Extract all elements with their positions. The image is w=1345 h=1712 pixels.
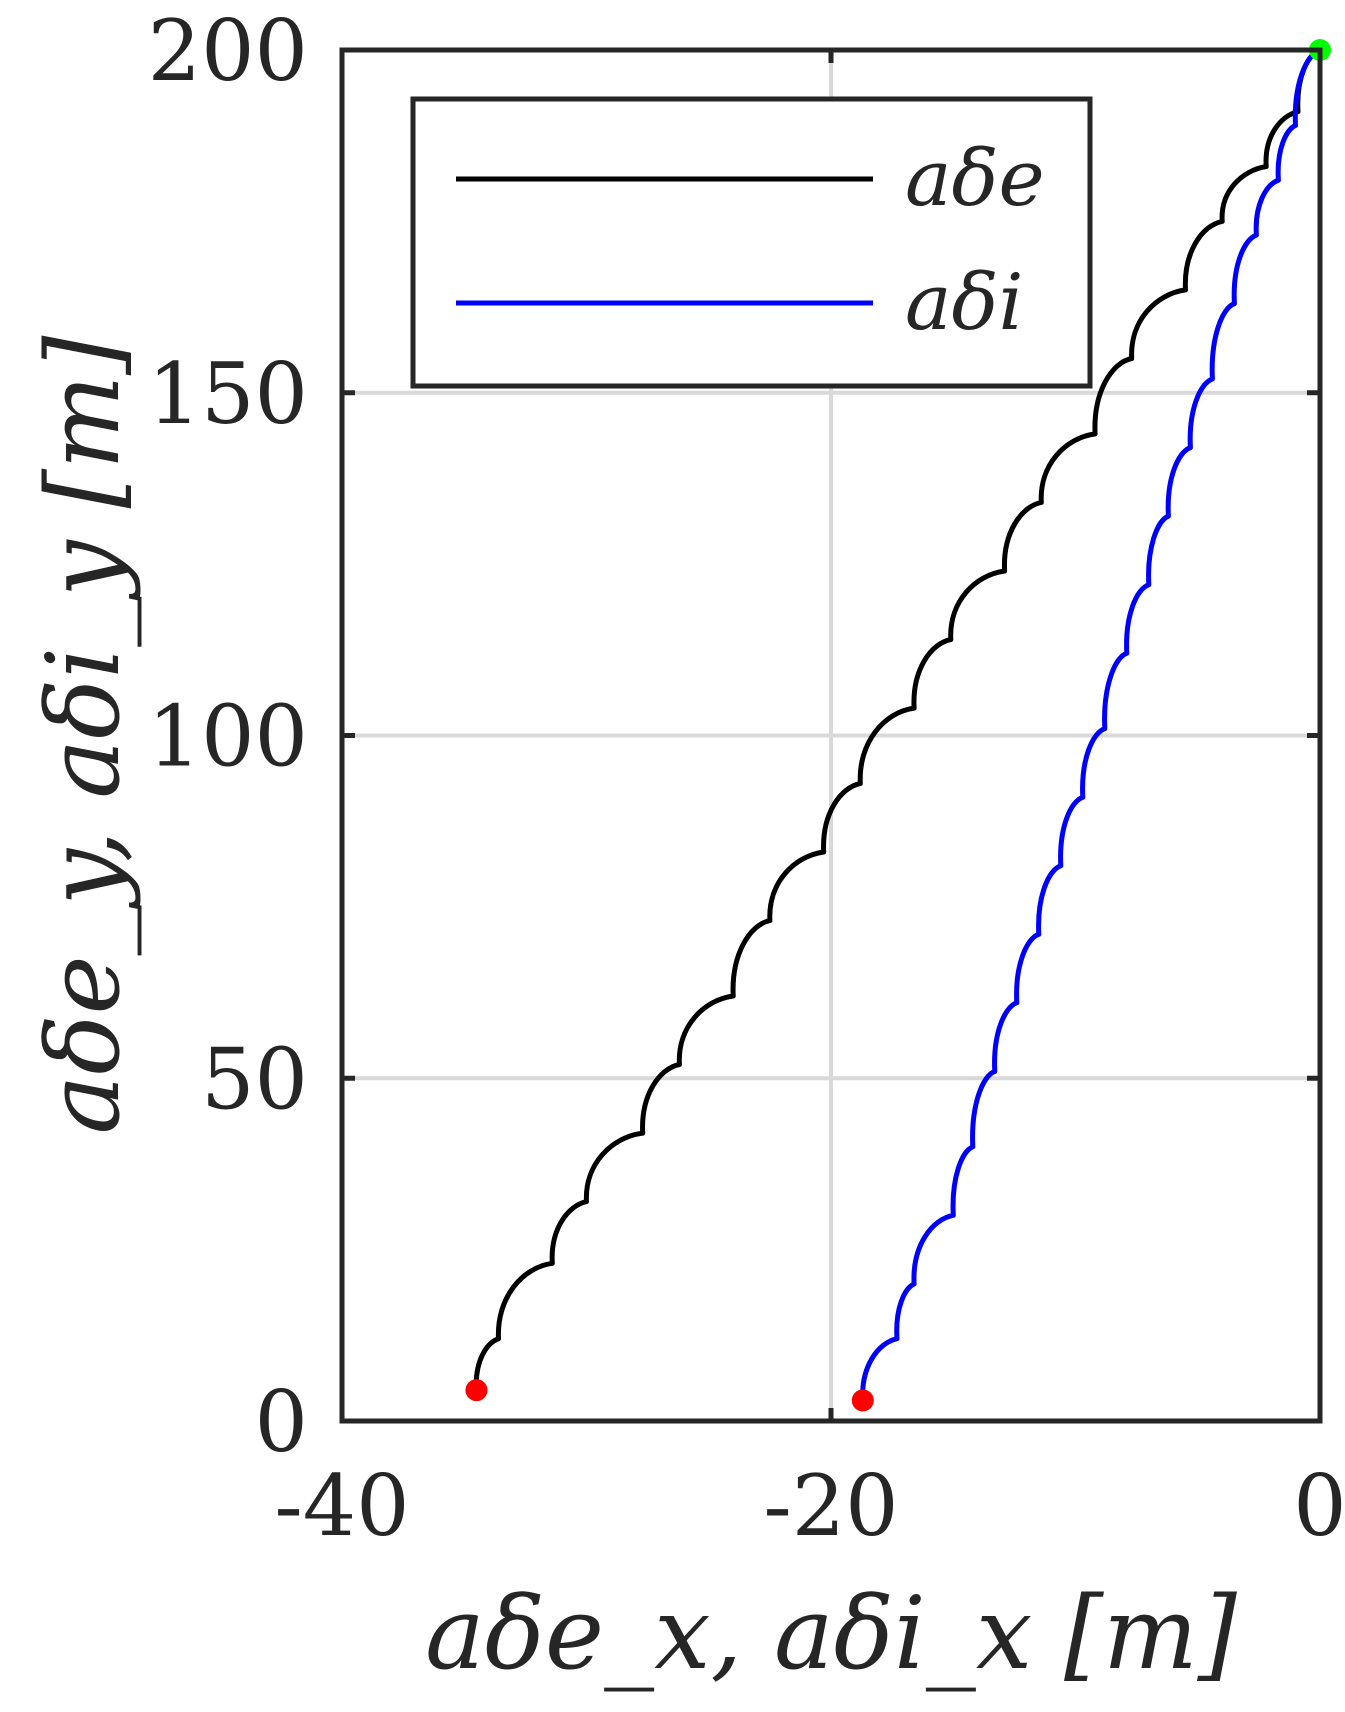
y-tick-label: 100	[148, 688, 308, 786]
series-line-adi	[860, 47, 1323, 1403]
x-axis-label: aδe_x, aδi_x [m]	[425, 1575, 1238, 1692]
y-tick-label: 150	[148, 345, 308, 443]
start-marker	[465, 1379, 488, 1402]
x-tick-label: -20	[763, 1457, 898, 1555]
y-axis-label: aδe_y, aδi_y [m]	[25, 335, 142, 1135]
series-line-ade	[473, 47, 1323, 1393]
tick-labels: -40 -20 0 0 50 100 150 200	[148, 2, 1345, 1555]
legend-label-adi: aδi	[905, 258, 1023, 348]
series-lines	[473, 47, 1323, 1403]
legend-box	[410, 96, 1093, 389]
x-tick-label: 0	[1293, 1457, 1345, 1555]
legend: aδe aδi	[410, 96, 1093, 389]
start-marker	[851, 1389, 874, 1412]
x-tick-label: -40	[274, 1457, 409, 1555]
legend-label-ade: aδe	[905, 134, 1045, 224]
y-tick-label: 200	[148, 2, 308, 100]
y-tick-label: 0	[255, 1373, 308, 1471]
y-tick-label: 50	[201, 1030, 308, 1128]
ticks	[339, 47, 1323, 1424]
